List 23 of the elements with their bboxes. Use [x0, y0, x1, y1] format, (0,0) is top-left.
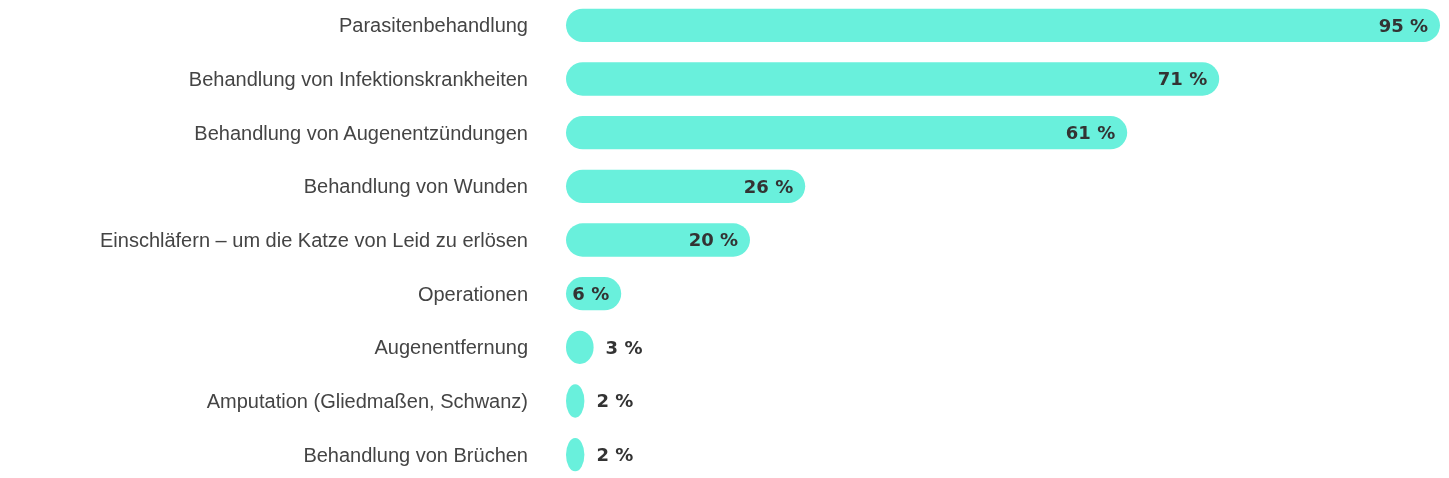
y-tick-label: Behandlung von Augenentzündungen	[194, 121, 528, 144]
bar	[566, 169, 806, 203]
y-tick-label: Augenentfernung	[374, 336, 528, 359]
y-tick-label: Amputation (Gliedmaßen, Schwanz)	[206, 390, 528, 413]
data-label: 95 %	[1378, 14, 1428, 36]
bar	[566, 62, 1220, 96]
y-tick-label: Behandlung von Wunden	[303, 175, 528, 198]
data-label: 3 %	[605, 336, 643, 358]
y-tick-label: Einschläfern – um die Katze von Leid zu erlösen	[99, 229, 528, 251]
data-label: 20 %	[688, 229, 738, 251]
bar	[566, 8, 1440, 42]
data-label: 26 %	[743, 175, 794, 197]
y-tick-label: Operationen	[417, 282, 528, 305]
data-label: 6 %	[572, 282, 610, 304]
data-label: 2 %	[596, 443, 634, 465]
bar	[566, 223, 750, 257]
y-tick-label: Parasitenbehandlung	[338, 14, 528, 37]
bar	[566, 116, 1128, 150]
y-tick-label: Behandlung von Brüchen	[303, 443, 528, 466]
data-label: 2 %	[596, 390, 634, 412]
data-label: 71 %	[1157, 68, 1208, 90]
data-label: 61 %	[1065, 121, 1116, 143]
y-tick-label: Behandlung von Infektionskrankheiten	[188, 67, 528, 90]
